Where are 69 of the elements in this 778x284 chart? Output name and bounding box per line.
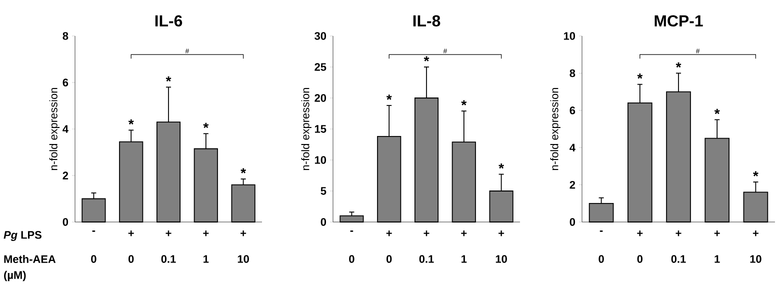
- y-tick-label: 4: [62, 125, 68, 133]
- text: 0.1: [671, 254, 686, 263]
- chart-title: MCP-1: [654, 15, 703, 26]
- x-tick-label: +: [676, 230, 682, 236]
- y-tick-label: 20: [314, 94, 326, 102]
- annotation: *: [166, 76, 172, 82]
- y-tick-label: 6: [62, 78, 68, 86]
- annotation: *: [203, 122, 209, 128]
- x-tick-label: -: [350, 230, 354, 232]
- text: 1: [462, 255, 467, 263]
- y-tick-label: 30: [314, 32, 326, 40]
- x-tick-label: +: [203, 230, 209, 236]
- annotation: *: [386, 94, 392, 100]
- chart-title: IL-6: [155, 15, 182, 26]
- y-tick-label: 8: [570, 69, 576, 77]
- text: 10: [750, 254, 762, 263]
- y-tick-label: 10: [314, 156, 326, 164]
- x-tick-label: +: [714, 230, 720, 236]
- text: 0.1: [419, 254, 434, 263]
- text: 0: [91, 254, 96, 263]
- y-tick-label: 10: [564, 32, 576, 40]
- annotation: *: [240, 168, 246, 174]
- text: Pg LPS: [4, 230, 42, 241]
- y-tick-label: 0: [62, 218, 68, 226]
- annotation: *: [128, 119, 134, 124]
- y-tick-label: 4: [570, 144, 576, 152]
- y-tick-label: 0: [570, 218, 576, 226]
- x-tick-label: -: [92, 230, 96, 232]
- y-axis-title: n-fold expression: [49, 88, 60, 170]
- y-tick-label: 25: [314, 62, 326, 71]
- x-tick-label: +: [166, 230, 172, 236]
- x-tick-label: +: [461, 230, 467, 236]
- text: (µM): [4, 270, 26, 281]
- y-tick-label: 15: [314, 124, 326, 133]
- annotation: *: [498, 163, 504, 168]
- y-tick-label: 0: [320, 218, 326, 226]
- x-tick-label: -: [600, 230, 603, 232]
- y-tick-label: 8: [62, 32, 68, 40]
- text: 0: [128, 254, 134, 263]
- x-tick-label: +: [386, 230, 392, 236]
- text: 0.1: [161, 254, 176, 263]
- annotation: *: [714, 108, 720, 114]
- x-tick-label: +: [752, 230, 758, 236]
- text: 0: [598, 254, 604, 263]
- x-tick-label: +: [637, 230, 643, 236]
- y-axis-title: n-fold expression: [550, 88, 560, 170]
- text: 0: [349, 254, 354, 263]
- annotation: *: [461, 100, 467, 106]
- text: Meth-AEA: [4, 254, 56, 263]
- y-tick-label: 5: [320, 186, 326, 195]
- text: 0: [386, 254, 392, 263]
- x-tick-label: +: [128, 230, 134, 236]
- annotation: *: [753, 171, 758, 176]
- text: 10: [496, 254, 507, 263]
- annotation: *: [637, 73, 643, 79]
- x-tick-label: +: [240, 230, 246, 236]
- text: 1: [204, 255, 209, 263]
- y-tick-label: 2: [62, 171, 68, 180]
- y-tick-label: 6: [570, 106, 576, 114]
- x-tick-label: +: [498, 230, 504, 236]
- text: 0: [637, 254, 642, 263]
- text: 10: [238, 254, 249, 263]
- annotation: *: [676, 62, 682, 68]
- text: 1: [714, 255, 720, 263]
- annotation: *: [424, 56, 430, 62]
- y-tick-label: 2: [570, 180, 576, 188]
- chart-title: IL-8: [413, 15, 440, 26]
- x-tick-label: +: [424, 230, 430, 236]
- y-axis-title: n-fold expression: [301, 88, 312, 170]
